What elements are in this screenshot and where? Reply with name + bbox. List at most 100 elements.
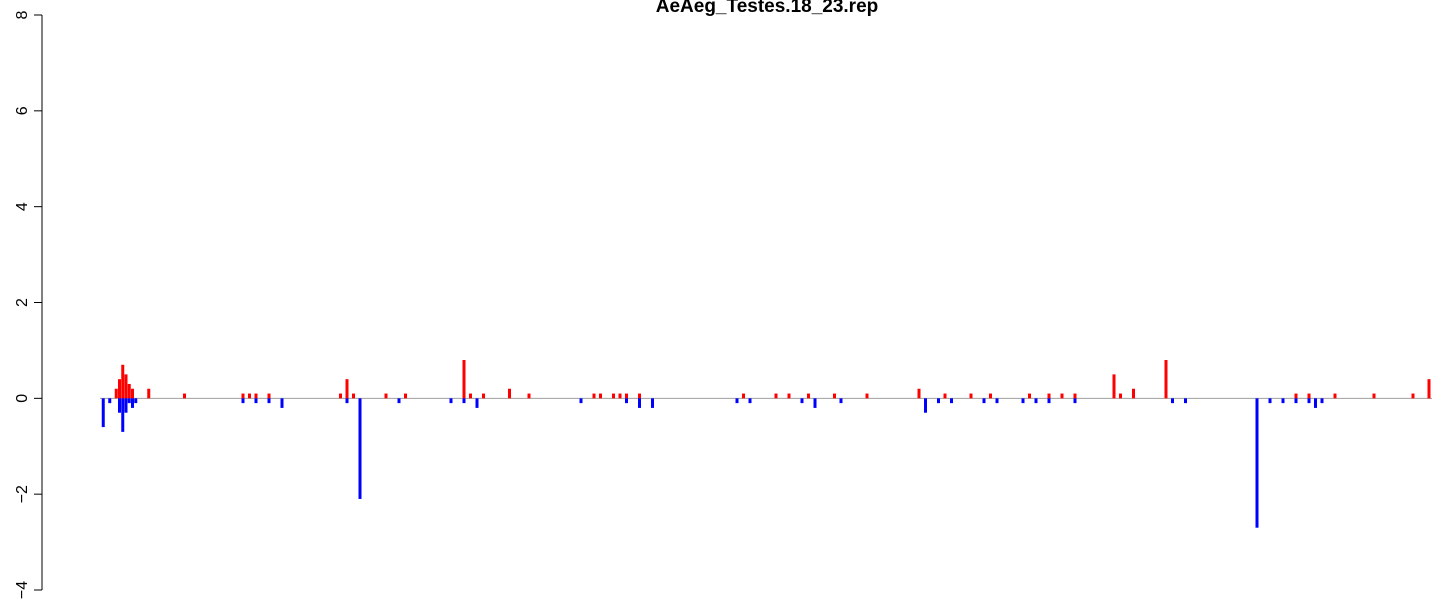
bar-negative xyxy=(937,398,940,404)
bar-negative xyxy=(1294,398,1298,404)
bar-negative xyxy=(449,398,453,404)
bar-positive xyxy=(248,393,251,399)
bar-negative xyxy=(1268,398,1272,404)
bar-positive xyxy=(742,393,745,399)
bar-positive xyxy=(1073,393,1077,399)
bar-positive xyxy=(787,393,791,399)
bar-positive xyxy=(1411,393,1415,399)
y-tick-label: −4 xyxy=(14,581,31,599)
bar-negative xyxy=(121,398,125,432)
bar-positive xyxy=(774,393,778,399)
bar-negative xyxy=(267,398,271,404)
bar-positive xyxy=(241,393,245,399)
y-tick-label: 4 xyxy=(14,202,31,211)
bar-positive xyxy=(1060,393,1064,399)
bar-positive xyxy=(618,393,622,399)
bar-positive xyxy=(352,393,355,399)
bar-negative xyxy=(995,398,999,404)
bar-negative xyxy=(735,398,739,404)
bar-negative xyxy=(982,398,986,404)
bars xyxy=(101,360,1431,528)
bar-positive xyxy=(384,393,388,399)
bar-positive xyxy=(1333,393,1337,399)
bar-positive xyxy=(267,393,271,399)
bar-negative xyxy=(358,398,362,499)
bar-negative xyxy=(839,398,843,404)
bar-positive xyxy=(482,393,485,399)
bar-positive xyxy=(527,393,531,399)
bar-negative xyxy=(1314,398,1317,408)
bar-positive xyxy=(625,393,628,399)
bar-positive xyxy=(943,393,947,399)
bar-negative xyxy=(1171,398,1174,404)
bar-negative xyxy=(124,398,128,413)
bar-positive xyxy=(1119,393,1122,399)
chart-title: AeAeg_Testes.18_23.rep xyxy=(656,0,879,17)
bar-positive xyxy=(1307,393,1311,399)
bar-negative xyxy=(101,398,105,428)
bar-positive xyxy=(1112,374,1116,399)
bar-negative xyxy=(1281,398,1285,404)
bar-positive xyxy=(183,393,186,399)
bar-negative xyxy=(1184,398,1187,404)
bar-positive xyxy=(917,388,921,399)
bar-negative xyxy=(1320,398,1324,404)
bar-positive xyxy=(127,383,131,399)
bar-negative xyxy=(280,398,284,408)
bar-positive xyxy=(865,393,869,399)
bar-negative xyxy=(651,398,654,408)
bar-negative xyxy=(345,398,349,404)
bar-negative xyxy=(475,398,479,408)
bar-positive xyxy=(118,379,121,399)
bar-positive xyxy=(1294,393,1298,399)
bar-positive xyxy=(1047,393,1051,399)
bar-negative xyxy=(748,398,752,404)
bar-positive xyxy=(989,393,992,399)
bar-positive xyxy=(131,388,134,399)
bar-negative xyxy=(625,398,628,404)
bar-negative xyxy=(254,398,258,404)
bar-negative xyxy=(118,398,121,413)
y-tick-label: 0 xyxy=(14,394,31,403)
bar-negative xyxy=(1021,398,1025,404)
bar-positive xyxy=(121,364,125,399)
bar-negative xyxy=(397,398,401,404)
bar-negative xyxy=(1255,398,1259,528)
y-tick-label: 6 xyxy=(14,106,31,115)
bar-positive xyxy=(1132,388,1135,399)
bar-positive xyxy=(508,388,511,399)
bar-positive xyxy=(1164,360,1168,399)
bar-negative xyxy=(462,398,466,404)
bar-positive xyxy=(833,393,836,399)
y-tick-label: 2 xyxy=(14,298,31,307)
bar-negative xyxy=(131,398,134,408)
bar-negative xyxy=(1047,398,1051,404)
bar-negative xyxy=(134,398,138,404)
bar-negative xyxy=(800,398,804,404)
bar-positive xyxy=(254,393,258,399)
bar-positive xyxy=(114,388,118,399)
bar-positive xyxy=(147,388,151,399)
bar-positive xyxy=(638,393,641,399)
y-tick-label: 8 xyxy=(14,10,31,19)
bar-positive xyxy=(345,379,349,399)
bar-negative xyxy=(108,398,112,404)
bar-positive xyxy=(1028,393,1031,399)
bar-negative xyxy=(638,398,641,408)
bar-positive xyxy=(1427,379,1431,399)
bar-negative xyxy=(1034,398,1038,404)
bar-negative xyxy=(924,398,927,413)
bar-positive xyxy=(469,393,472,399)
bar-positive xyxy=(807,393,810,399)
bar-positive xyxy=(612,393,615,399)
bar-positive xyxy=(124,374,128,399)
bar-positive xyxy=(404,393,407,399)
bar-positive xyxy=(462,360,466,399)
y-tick-label: −2 xyxy=(14,485,31,503)
bar-negative xyxy=(241,398,245,404)
bar-positive xyxy=(969,393,973,399)
bar-negative xyxy=(1307,398,1311,404)
bar-negative xyxy=(579,398,583,404)
bar-positive xyxy=(339,393,342,399)
